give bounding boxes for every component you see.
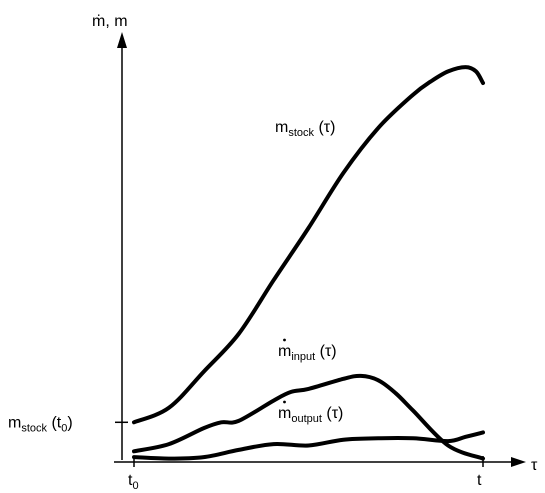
label-part: m (275, 119, 288, 136)
label-part: 0 (61, 422, 67, 434)
x-tick-label: t (477, 472, 482, 489)
series-label-stock: mstock (τ) (275, 119, 335, 139)
series-labels: mstock (τ)minput (τ)moutput (τ) (275, 119, 343, 425)
x-tick-label: t0 (128, 472, 139, 492)
label-part: output (291, 413, 322, 425)
series-label-text: mstock (τ) (275, 119, 335, 139)
y-axis-label: ṁ, m (92, 13, 128, 30)
series-line-input (132, 373, 485, 461)
y-axis-arrow (117, 32, 127, 48)
x-axis-arrow (511, 457, 526, 467)
label-part: t (477, 472, 482, 489)
label-part: (τ) (314, 119, 335, 136)
series-line-stock (132, 65, 485, 425)
series-label-input: minput (τ) (278, 338, 337, 363)
series-lines (132, 65, 485, 461)
series-label-output: moutput (τ) (278, 400, 343, 425)
dot-accent (283, 400, 286, 404)
x-axis-label: τ (531, 457, 538, 474)
dot-accent (283, 338, 286, 342)
series-line-output (132, 430, 485, 461)
label-part: stock (21, 422, 47, 434)
series-label-text: moutput (τ) (278, 405, 343, 425)
axis-labels: ṁ, m τ (92, 13, 538, 474)
label-part: ) (67, 414, 72, 431)
label-part: 0 (132, 480, 138, 492)
label-part: m (278, 343, 291, 360)
y-tick-label: mstock (t0) (8, 414, 73, 434)
axes (114, 32, 526, 467)
series-label-text: minput (τ) (278, 343, 337, 363)
label-part: m (8, 414, 21, 431)
label-part: (t (47, 414, 62, 431)
label-part: t (128, 472, 133, 489)
label-part: stock (288, 127, 314, 139)
label-part: input (291, 351, 315, 363)
label-part: m (278, 405, 291, 422)
label-part: (τ) (315, 343, 336, 360)
label-part: (τ) (322, 405, 343, 422)
